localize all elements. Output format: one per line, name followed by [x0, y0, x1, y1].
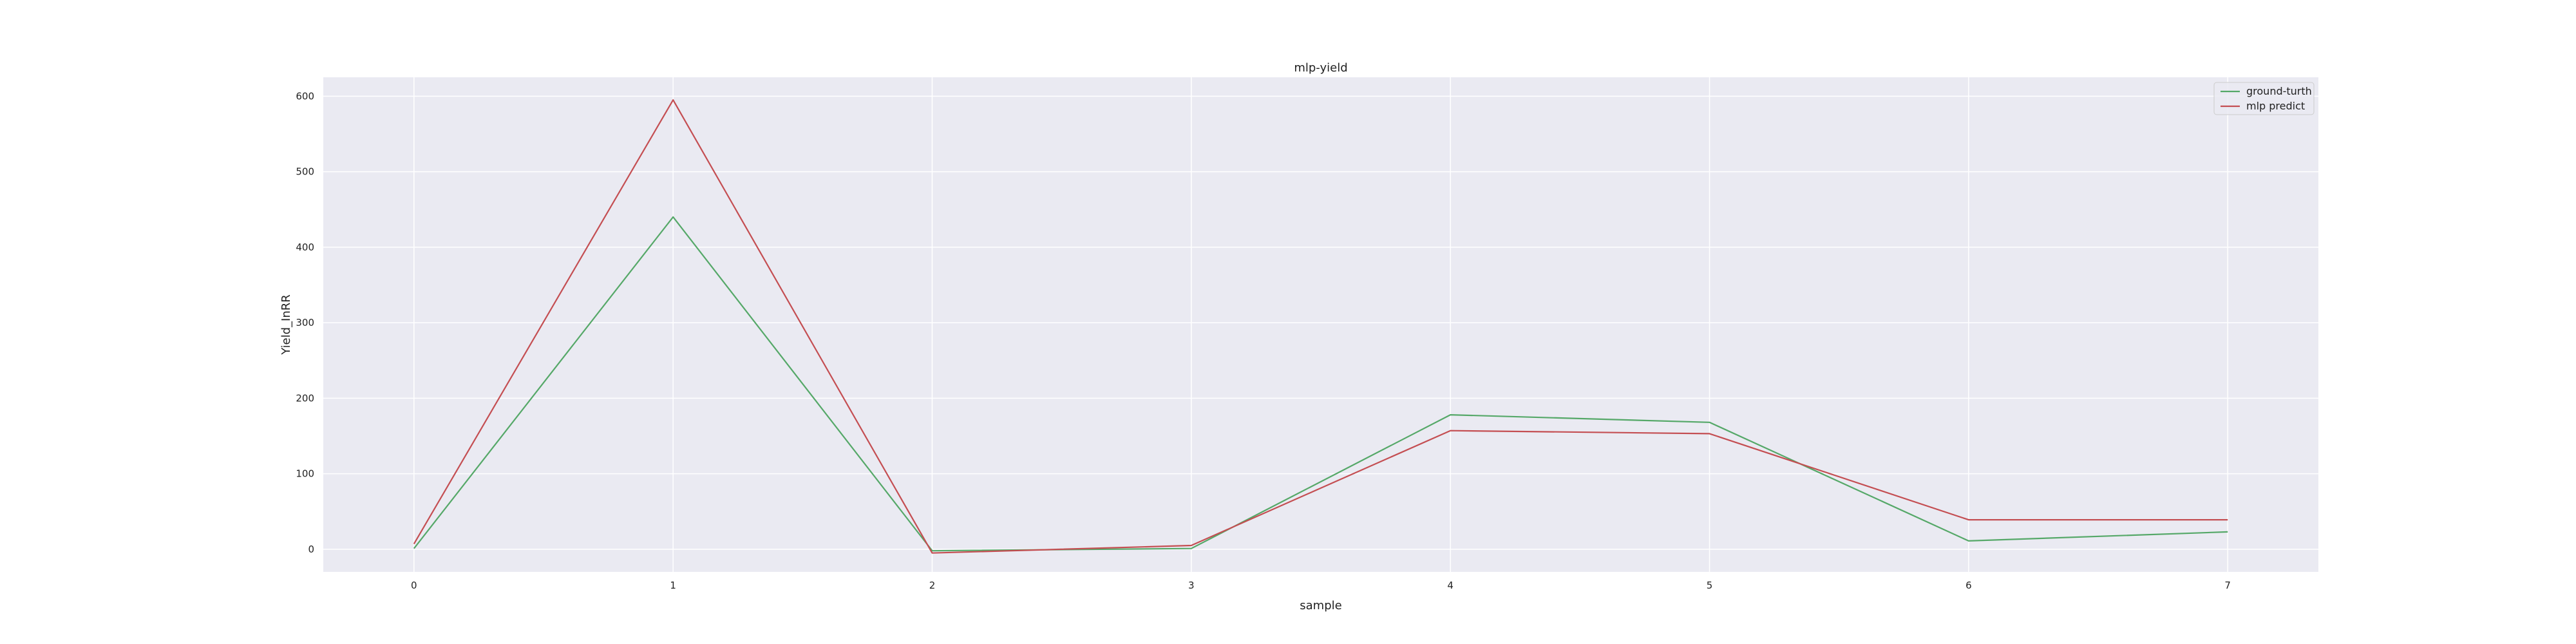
- x-tick-label: 2: [929, 580, 936, 591]
- x-axis-label: sample: [1300, 599, 1341, 612]
- series-layer: [413, 99, 2228, 554]
- y-tick-label: 600: [296, 90, 314, 102]
- y-tick-label: 400: [296, 242, 314, 253]
- y-axis-ticks: 0 100 200 300 400 500 600: [296, 90, 314, 555]
- plot-area: [323, 77, 2318, 572]
- y-tick-label: 300: [296, 317, 314, 328]
- chart-title: mlp-yield: [1294, 61, 1347, 75]
- x-tick-label: 0: [411, 580, 417, 591]
- x-tick-label: 3: [1188, 580, 1195, 591]
- y-axis-label: Yield_InRR: [279, 294, 293, 355]
- x-tick-label: 7: [2224, 580, 2231, 591]
- x-tick-label: 1: [670, 580, 676, 591]
- series-line: [413, 99, 2228, 554]
- legend-label: ground-turth: [2246, 85, 2312, 97]
- y-tick-label: 200: [296, 392, 314, 404]
- x-axis-ticks: 0 1 2 3 4 5 6 7: [411, 580, 2231, 591]
- legend-label: mlp predict: [2246, 100, 2305, 112]
- y-tick-label: 0: [308, 544, 314, 555]
- legend: ground-turth mlp predict: [2213, 82, 2315, 115]
- grid-lines: [323, 77, 2318, 572]
- series-line: [413, 216, 2228, 552]
- y-tick-label: 100: [296, 468, 314, 480]
- x-tick-label: 6: [1965, 580, 1972, 591]
- x-tick-label: 5: [1707, 580, 1713, 591]
- y-tick-label: 500: [296, 166, 314, 178]
- x-tick-label: 4: [1447, 580, 1454, 591]
